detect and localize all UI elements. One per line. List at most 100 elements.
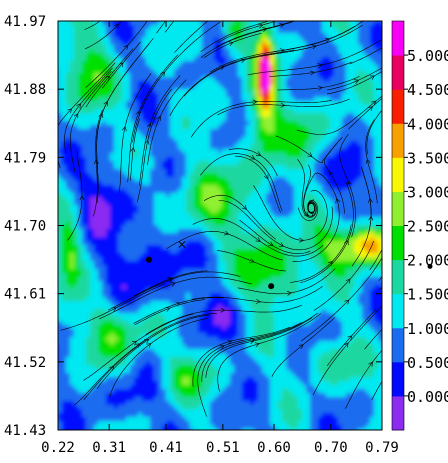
field-cell — [202, 249, 207, 254]
field-cell — [166, 37, 171, 42]
field-cell — [118, 41, 123, 46]
field-cell — [278, 109, 283, 114]
field-cell — [182, 41, 187, 46]
field-cell — [254, 165, 259, 170]
field-cell — [134, 205, 139, 210]
field-cell — [118, 209, 123, 214]
field-cell — [138, 253, 143, 258]
field-cell — [350, 105, 355, 110]
field-cell — [182, 209, 187, 214]
field-cell — [326, 153, 331, 158]
field-cell — [354, 21, 359, 26]
field-cell — [78, 21, 83, 26]
field-cell — [150, 245, 155, 250]
field-cell — [154, 53, 159, 58]
field-cell — [250, 129, 255, 134]
field-cell — [222, 165, 227, 170]
field-cell — [310, 65, 315, 70]
field-cell — [326, 169, 331, 174]
field-cell — [106, 205, 111, 210]
field-cell — [222, 201, 227, 206]
field-cell — [206, 221, 211, 226]
field-cell — [122, 45, 127, 50]
field-cell — [282, 225, 287, 230]
field-cell — [274, 81, 279, 86]
field-cell — [370, 65, 375, 70]
field-cell — [158, 21, 163, 26]
field-cell — [366, 173, 371, 178]
field-cell — [238, 85, 243, 90]
field-cell — [134, 85, 139, 90]
field-cell — [126, 197, 131, 202]
field-cell — [150, 161, 155, 166]
field-cell — [210, 185, 215, 190]
field-cell — [342, 197, 347, 202]
field-cell — [114, 61, 119, 66]
field-cell — [230, 229, 235, 234]
field-cell — [330, 105, 335, 110]
field-cell — [138, 121, 143, 126]
field-cell — [362, 53, 367, 58]
field-cell — [358, 201, 363, 206]
field-cell — [130, 237, 135, 242]
field-cell — [118, 33, 123, 38]
field-cell — [178, 213, 183, 218]
field-cell — [258, 73, 263, 78]
field-cell — [354, 157, 359, 162]
field-cell — [318, 41, 323, 46]
field-cell — [106, 213, 111, 218]
field-cell — [134, 221, 139, 226]
field-cell — [318, 37, 323, 42]
field-cell — [230, 157, 235, 162]
field-cell — [354, 129, 359, 134]
field-cell — [182, 97, 187, 102]
field-cell — [98, 253, 103, 258]
field-cell — [238, 77, 243, 82]
field-cell — [366, 145, 371, 150]
field-cell — [370, 41, 375, 46]
field-cell — [86, 105, 91, 110]
field-cell — [298, 125, 303, 130]
field-cell — [250, 57, 255, 62]
field-cell — [262, 61, 267, 66]
field-cell — [74, 45, 79, 50]
field-cell — [262, 201, 267, 206]
field-cell — [118, 233, 123, 238]
field-cell — [242, 21, 247, 26]
field-cell — [318, 149, 323, 154]
field-cell — [142, 169, 147, 174]
field-cell — [202, 57, 207, 62]
field-cell — [378, 113, 382, 118]
field-cell — [114, 181, 119, 186]
field-cell — [314, 241, 319, 246]
field-cell — [170, 45, 175, 50]
field-cell — [230, 117, 235, 122]
field-cell — [66, 65, 71, 70]
field-cell — [58, 201, 63, 206]
field-cell — [106, 33, 111, 38]
field-cell — [286, 29, 291, 34]
field-cell — [122, 113, 127, 118]
field-cell — [298, 233, 303, 238]
field-cell — [326, 21, 331, 26]
field-cell — [322, 73, 327, 78]
field-cell — [246, 89, 251, 94]
field-cell — [246, 125, 251, 130]
field-cell — [122, 77, 127, 82]
field-cell — [314, 85, 319, 90]
field-cell — [198, 165, 203, 170]
field-cell — [202, 177, 207, 182]
field-cell — [170, 217, 175, 222]
field-cell — [142, 149, 147, 154]
field-cell — [86, 185, 91, 190]
field-cell — [222, 73, 227, 78]
field-cell — [98, 41, 103, 46]
field-cell — [150, 49, 155, 54]
field-cell — [82, 105, 87, 110]
field-cell — [158, 41, 163, 46]
field-cell — [150, 121, 155, 126]
field-cell — [178, 237, 183, 242]
field-cell — [70, 165, 75, 170]
field-cell — [274, 121, 279, 126]
field-cell — [314, 105, 319, 110]
